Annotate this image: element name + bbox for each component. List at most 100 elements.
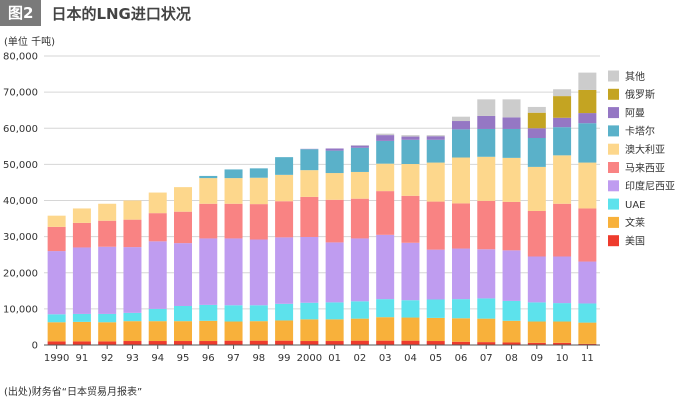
legend-swatch bbox=[608, 235, 619, 247]
bar-stacks bbox=[47, 72, 597, 345]
bar-segment bbox=[376, 163, 395, 192]
x-tick-label: 95 bbox=[177, 353, 190, 364]
bar-segment bbox=[249, 340, 268, 345]
bar-segment bbox=[452, 299, 470, 319]
y-tick-label: 80,000 bbox=[3, 52, 38, 63]
bar-segment bbox=[148, 321, 167, 342]
bar-segment bbox=[275, 201, 294, 238]
bar-segment bbox=[452, 318, 470, 342]
bar-segment bbox=[249, 168, 268, 178]
bar-segment bbox=[300, 341, 319, 345]
bar-segment bbox=[527, 138, 546, 167]
bar-segment bbox=[452, 121, 470, 130]
bar-segment bbox=[477, 342, 496, 345]
bar-segment bbox=[578, 261, 597, 304]
bar-segment bbox=[98, 246, 117, 314]
bar-segment bbox=[502, 128, 521, 158]
source-note: (出处)财务省“日本贸易月报表” bbox=[4, 387, 143, 398]
bar-segment bbox=[502, 201, 521, 251]
chart-title: 日本的LNG进口状况 bbox=[51, 4, 191, 23]
bar-segment bbox=[224, 321, 243, 341]
bar-segment bbox=[199, 178, 218, 204]
legend-swatch bbox=[608, 70, 619, 82]
bar-segment bbox=[376, 140, 395, 164]
bar-segment bbox=[174, 243, 192, 306]
legend-swatch bbox=[608, 216, 619, 228]
bar-segment bbox=[249, 177, 268, 205]
bar-segment bbox=[401, 139, 420, 165]
bar-segment bbox=[325, 150, 344, 174]
x-tick-label: 11 bbox=[581, 353, 594, 364]
bar-segment bbox=[401, 164, 420, 196]
bar-segment bbox=[553, 117, 572, 128]
bar-segment bbox=[553, 256, 572, 304]
bar-segment bbox=[452, 116, 470, 122]
bar-segment bbox=[199, 320, 218, 342]
x-tick-label: 93 bbox=[126, 353, 139, 364]
bar-segment bbox=[275, 157, 294, 175]
x-tick-label: 06 bbox=[455, 353, 468, 364]
x-tick-label: 99 bbox=[278, 353, 291, 364]
bar-segment bbox=[452, 203, 470, 249]
legend-swatch bbox=[608, 107, 619, 119]
bar-segment bbox=[174, 341, 192, 345]
bar-segment bbox=[477, 298, 496, 319]
x-tick-label: 05 bbox=[429, 353, 442, 364]
bar-segment bbox=[578, 208, 597, 262]
bar-segment bbox=[578, 89, 597, 114]
bar-segment bbox=[477, 318, 496, 343]
bar-segment bbox=[401, 195, 420, 243]
y-tick-label: 60,000 bbox=[3, 124, 38, 135]
bar-segment bbox=[72, 222, 91, 248]
bar-segment bbox=[325, 319, 344, 342]
x-tick-label: 01 bbox=[328, 353, 341, 364]
y-tick-label: 10,000 bbox=[3, 304, 38, 315]
bar-segment bbox=[123, 341, 142, 345]
bar-segment bbox=[426, 139, 445, 163]
bar-segment bbox=[148, 213, 167, 242]
bar-segment bbox=[477, 249, 496, 299]
bar-segment bbox=[502, 320, 521, 343]
bar-segment bbox=[426, 162, 445, 202]
bar-segment bbox=[300, 302, 319, 320]
bar-segment bbox=[553, 203, 572, 257]
bar-segment bbox=[350, 198, 369, 239]
bar-segment bbox=[527, 342, 546, 345]
bar-segment bbox=[401, 317, 420, 341]
x-tick-label: 1990 bbox=[44, 353, 69, 364]
bar-segment bbox=[174, 321, 192, 342]
bar-segment bbox=[553, 303, 572, 322]
bar-segment bbox=[275, 303, 294, 321]
bar-segment bbox=[148, 308, 167, 322]
bar-segment bbox=[502, 342, 521, 345]
x-tick-label: 10 bbox=[556, 353, 569, 364]
axes: 0 10,000 20,000 30,000 40,000 50,000 60,000 70,… bbox=[3, 52, 600, 364]
bar-segment bbox=[300, 170, 319, 197]
title-bar: 图2 日本的LNG进口状况 bbox=[0, 0, 191, 26]
bar-segment bbox=[527, 166, 546, 211]
bar-segment bbox=[553, 96, 572, 118]
legend-swatch bbox=[608, 143, 619, 155]
bar-segment bbox=[123, 247, 142, 313]
bar-segment bbox=[275, 340, 294, 345]
bar-segment bbox=[123, 312, 142, 322]
bar-segment bbox=[527, 321, 546, 343]
bar-segment bbox=[426, 341, 445, 345]
bar-segment bbox=[123, 200, 142, 220]
legend-label: 其他 bbox=[625, 70, 645, 83]
bar-segment bbox=[174, 305, 192, 322]
bar-segment bbox=[148, 241, 167, 309]
x-tick-label: 09 bbox=[530, 353, 543, 364]
bar-segment bbox=[376, 191, 395, 235]
x-tick-label: 2000 bbox=[297, 353, 322, 364]
bar-segment bbox=[502, 117, 521, 129]
legend-label: 澳大利亚 bbox=[625, 143, 665, 156]
bar-segment bbox=[553, 127, 572, 156]
bar-segment bbox=[350, 171, 369, 199]
x-tick-label: 03 bbox=[379, 353, 392, 364]
bar-segment bbox=[376, 133, 395, 136]
bar-segment bbox=[401, 300, 420, 318]
bar-segment bbox=[199, 304, 218, 321]
bar-segment bbox=[148, 192, 167, 214]
